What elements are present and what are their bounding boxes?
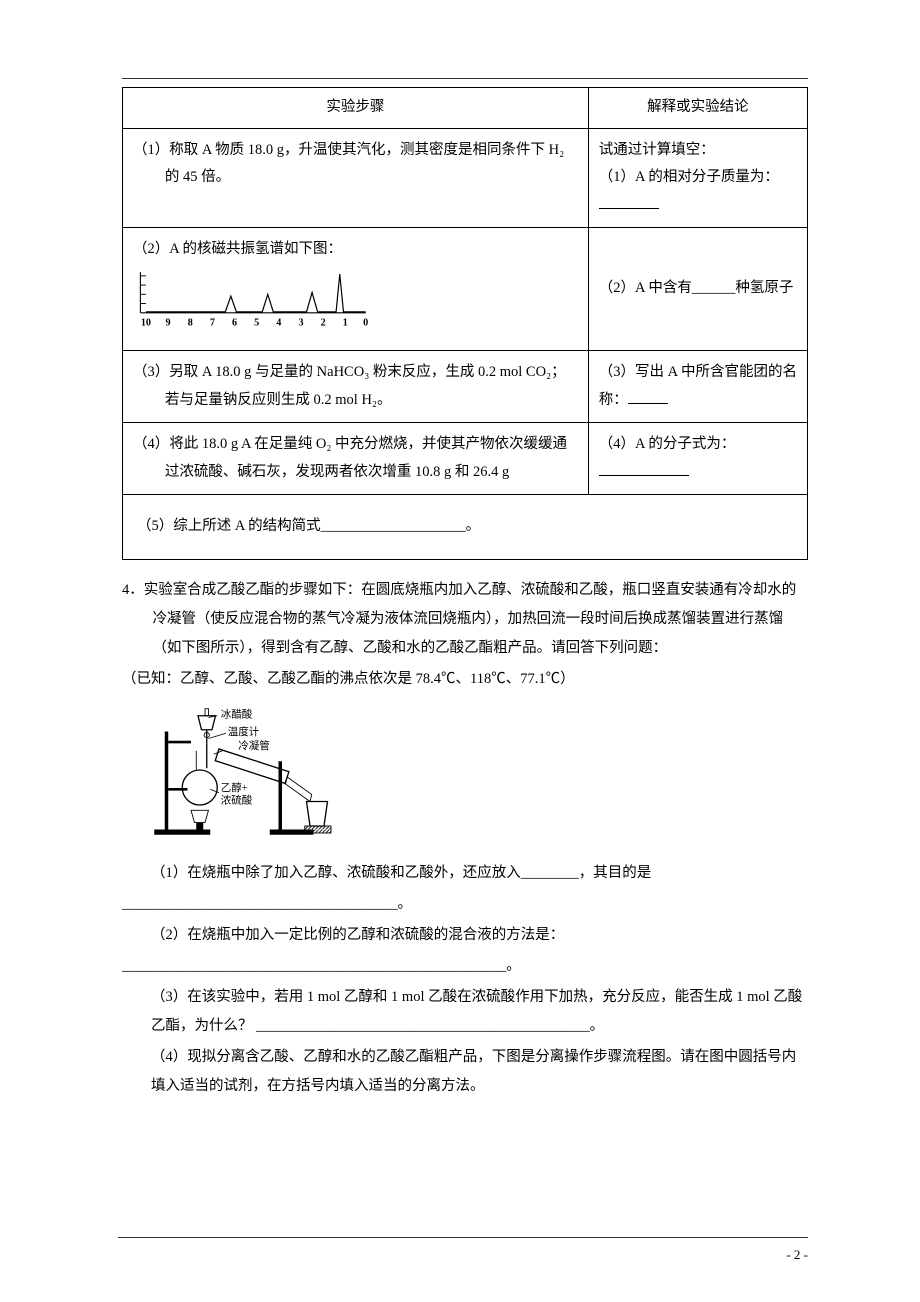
question-4: 4．实验室合成乙酸乙酯的步骤如下：在圆底烧瓶内加入乙醇、浓硫酸和乙酸，瓶口竖直安… [122, 576, 808, 1101]
page-number: - 2 - [786, 1244, 808, 1266]
table-row: （3）另取 A 18.0 g 与足量的 NaHCO₃ 粉末反应，生成 0.2 m… [123, 351, 808, 423]
q4-stem: 4．实验室合成乙酸乙酯的步骤如下：在圆底烧瓶内加入乙醇、浓硫酸和乙酸，瓶口竖直安… [122, 576, 808, 663]
table-row: （1）称取 A 物质 18.0 g，升温使其汽化，测其密度是相同条件下 H₂ 的… [123, 128, 808, 228]
label-ethanol: 乙醇+ [221, 781, 248, 794]
q4-s4: （4）现拟分离含乙酸、乙醇和水的乙酸乙酯粗产品，下图是分离操作步骤流程图。请在图… [122, 1043, 808, 1101]
step2-text: （2）A 的核磁共振氢谱如下图： [133, 236, 578, 264]
step5-text: （5）综上所述 A 的结构简式____________________。 [137, 518, 480, 534]
cell-step4: （4）将此 18.0 g A 在足量纯 O₂ 中充分燃烧，并使其产物依次缓缓通过… [123, 423, 589, 495]
q4-known: （已知：乙醇、乙酸、乙酸乙酯的沸点依次是 78.4℃、118℃、77.1℃） [122, 665, 808, 694]
ans4-text: （4）A 的分子式为： [599, 431, 797, 459]
cell-ans4: （4）A 的分子式为： [588, 423, 807, 495]
cell-step3: （3）另取 A 18.0 g 与足量的 NaHCO₃ 粉末反应，生成 0.2 m… [123, 351, 589, 423]
ans2-text: （2）A 中含有______种氢原子 [599, 275, 797, 303]
ans1-b: （1）A 的相对分子质量为： [599, 164, 797, 219]
step3-text: （3）另取 A 18.0 g 与足量的 NaHCO₃ 粉末反应，生成 0.2 m… [133, 359, 578, 414]
experiment-table: 实验步骤 解释或实验结论 （1）称取 A 物质 18.0 g，升温使其汽化，测其… [122, 87, 808, 560]
label-ice-acid: 冰醋酸 [221, 708, 253, 721]
table-row: （5）综上所述 A 的结构简式____________________。 [123, 495, 808, 560]
svg-text:3: 3 [298, 317, 303, 327]
svg-text:0: 0 [363, 317, 368, 327]
svg-text:1: 1 [343, 317, 348, 327]
svg-text:7: 7 [210, 317, 215, 327]
svg-text:10: 10 [141, 317, 151, 327]
q4-s1: （1）在烧瓶中除了加入乙醇、浓硫酸和乙酸外，还应放入________，其目的是 [122, 859, 808, 888]
label-acid: 浓硫酸 [221, 793, 253, 806]
svg-text:2: 2 [321, 317, 326, 327]
ans1-a: 试通过计算填空： [599, 137, 797, 165]
apparatus-figure: 冰醋酸 温度计 冷凝管 乙醇+ 浓硫酸 [146, 700, 808, 851]
svg-text:6: 6 [232, 317, 237, 327]
cell-step1: （1）称取 A 物质 18.0 g，升温使其汽化，测其密度是相同条件下 H₂ 的… [123, 128, 589, 228]
q4-s1-text: （1）在烧瓶中除了加入乙醇、浓硫酸和乙酸外，还应放入________，其目的是 [151, 865, 651, 881]
label-condenser: 冷凝管 [238, 739, 270, 752]
q4-s2b: ________________________________________… [122, 952, 808, 981]
label-thermometer: 温度计 [228, 725, 260, 738]
top-rule [122, 78, 808, 79]
cell-step5: （5）综上所述 A 的结构简式____________________。 [123, 495, 808, 560]
svg-text:9: 9 [166, 317, 171, 327]
q4-s2: （2）在烧瓶中加入一定比例的乙醇和浓硫酸的混合液的方法是： [122, 921, 808, 950]
th-conclusion: 解释或实验结论 [588, 88, 807, 129]
footer-rule [118, 1237, 808, 1238]
svg-text:5: 5 [254, 317, 259, 327]
q4-s3: （3）在该实验中，若用 1 mol 乙醇和 1 mol 乙酸在浓硫酸作用下加热，… [122, 983, 808, 1041]
ans1-b-label: （1）A 的相对分子质量为： [599, 169, 779, 185]
cell-step2: （2）A 的核磁共振氢谱如下图： 1098 765 432 10 [123, 228, 589, 351]
nmr-spectrum: 1098 765 432 10 [133, 268, 373, 328]
svg-text:4: 4 [276, 317, 281, 327]
step1-text: （1）称取 A 物质 18.0 g，升温使其汽化，测其密度是相同条件下 H₂ 的… [133, 137, 578, 192]
th-steps: 实验步骤 [123, 88, 589, 129]
svg-text:8: 8 [188, 317, 193, 327]
q4-number: 4． [122, 582, 144, 598]
blank-group [628, 389, 668, 404]
blank-formula [599, 461, 689, 476]
step4-text: （4）将此 18.0 g A 在足量纯 O₂ 中充分燃烧，并使其产物依次缓缓通过… [133, 431, 578, 486]
cell-ans3: （3）写出 A 中所含官能团的名称： [588, 351, 807, 423]
cell-ans2: （2）A 中含有______种氢原子 [588, 228, 807, 351]
blank-mw [599, 194, 659, 209]
table-row: （2）A 的核磁共振氢谱如下图： 1098 765 432 10 [123, 228, 808, 351]
q4-s1b: ______________________________________。 [122, 890, 808, 919]
cell-ans1: 试通过计算填空： （1）A 的相对分子质量为： [588, 128, 807, 228]
q4-p1: 实验室合成乙酸乙酯的步骤如下：在圆底烧瓶内加入乙醇、浓硫酸和乙酸，瓶口竖直安装通… [144, 582, 797, 656]
table-row: （4）将此 18.0 g A 在足量纯 O₂ 中充分燃烧，并使其产物依次缓缓通过… [123, 423, 808, 495]
